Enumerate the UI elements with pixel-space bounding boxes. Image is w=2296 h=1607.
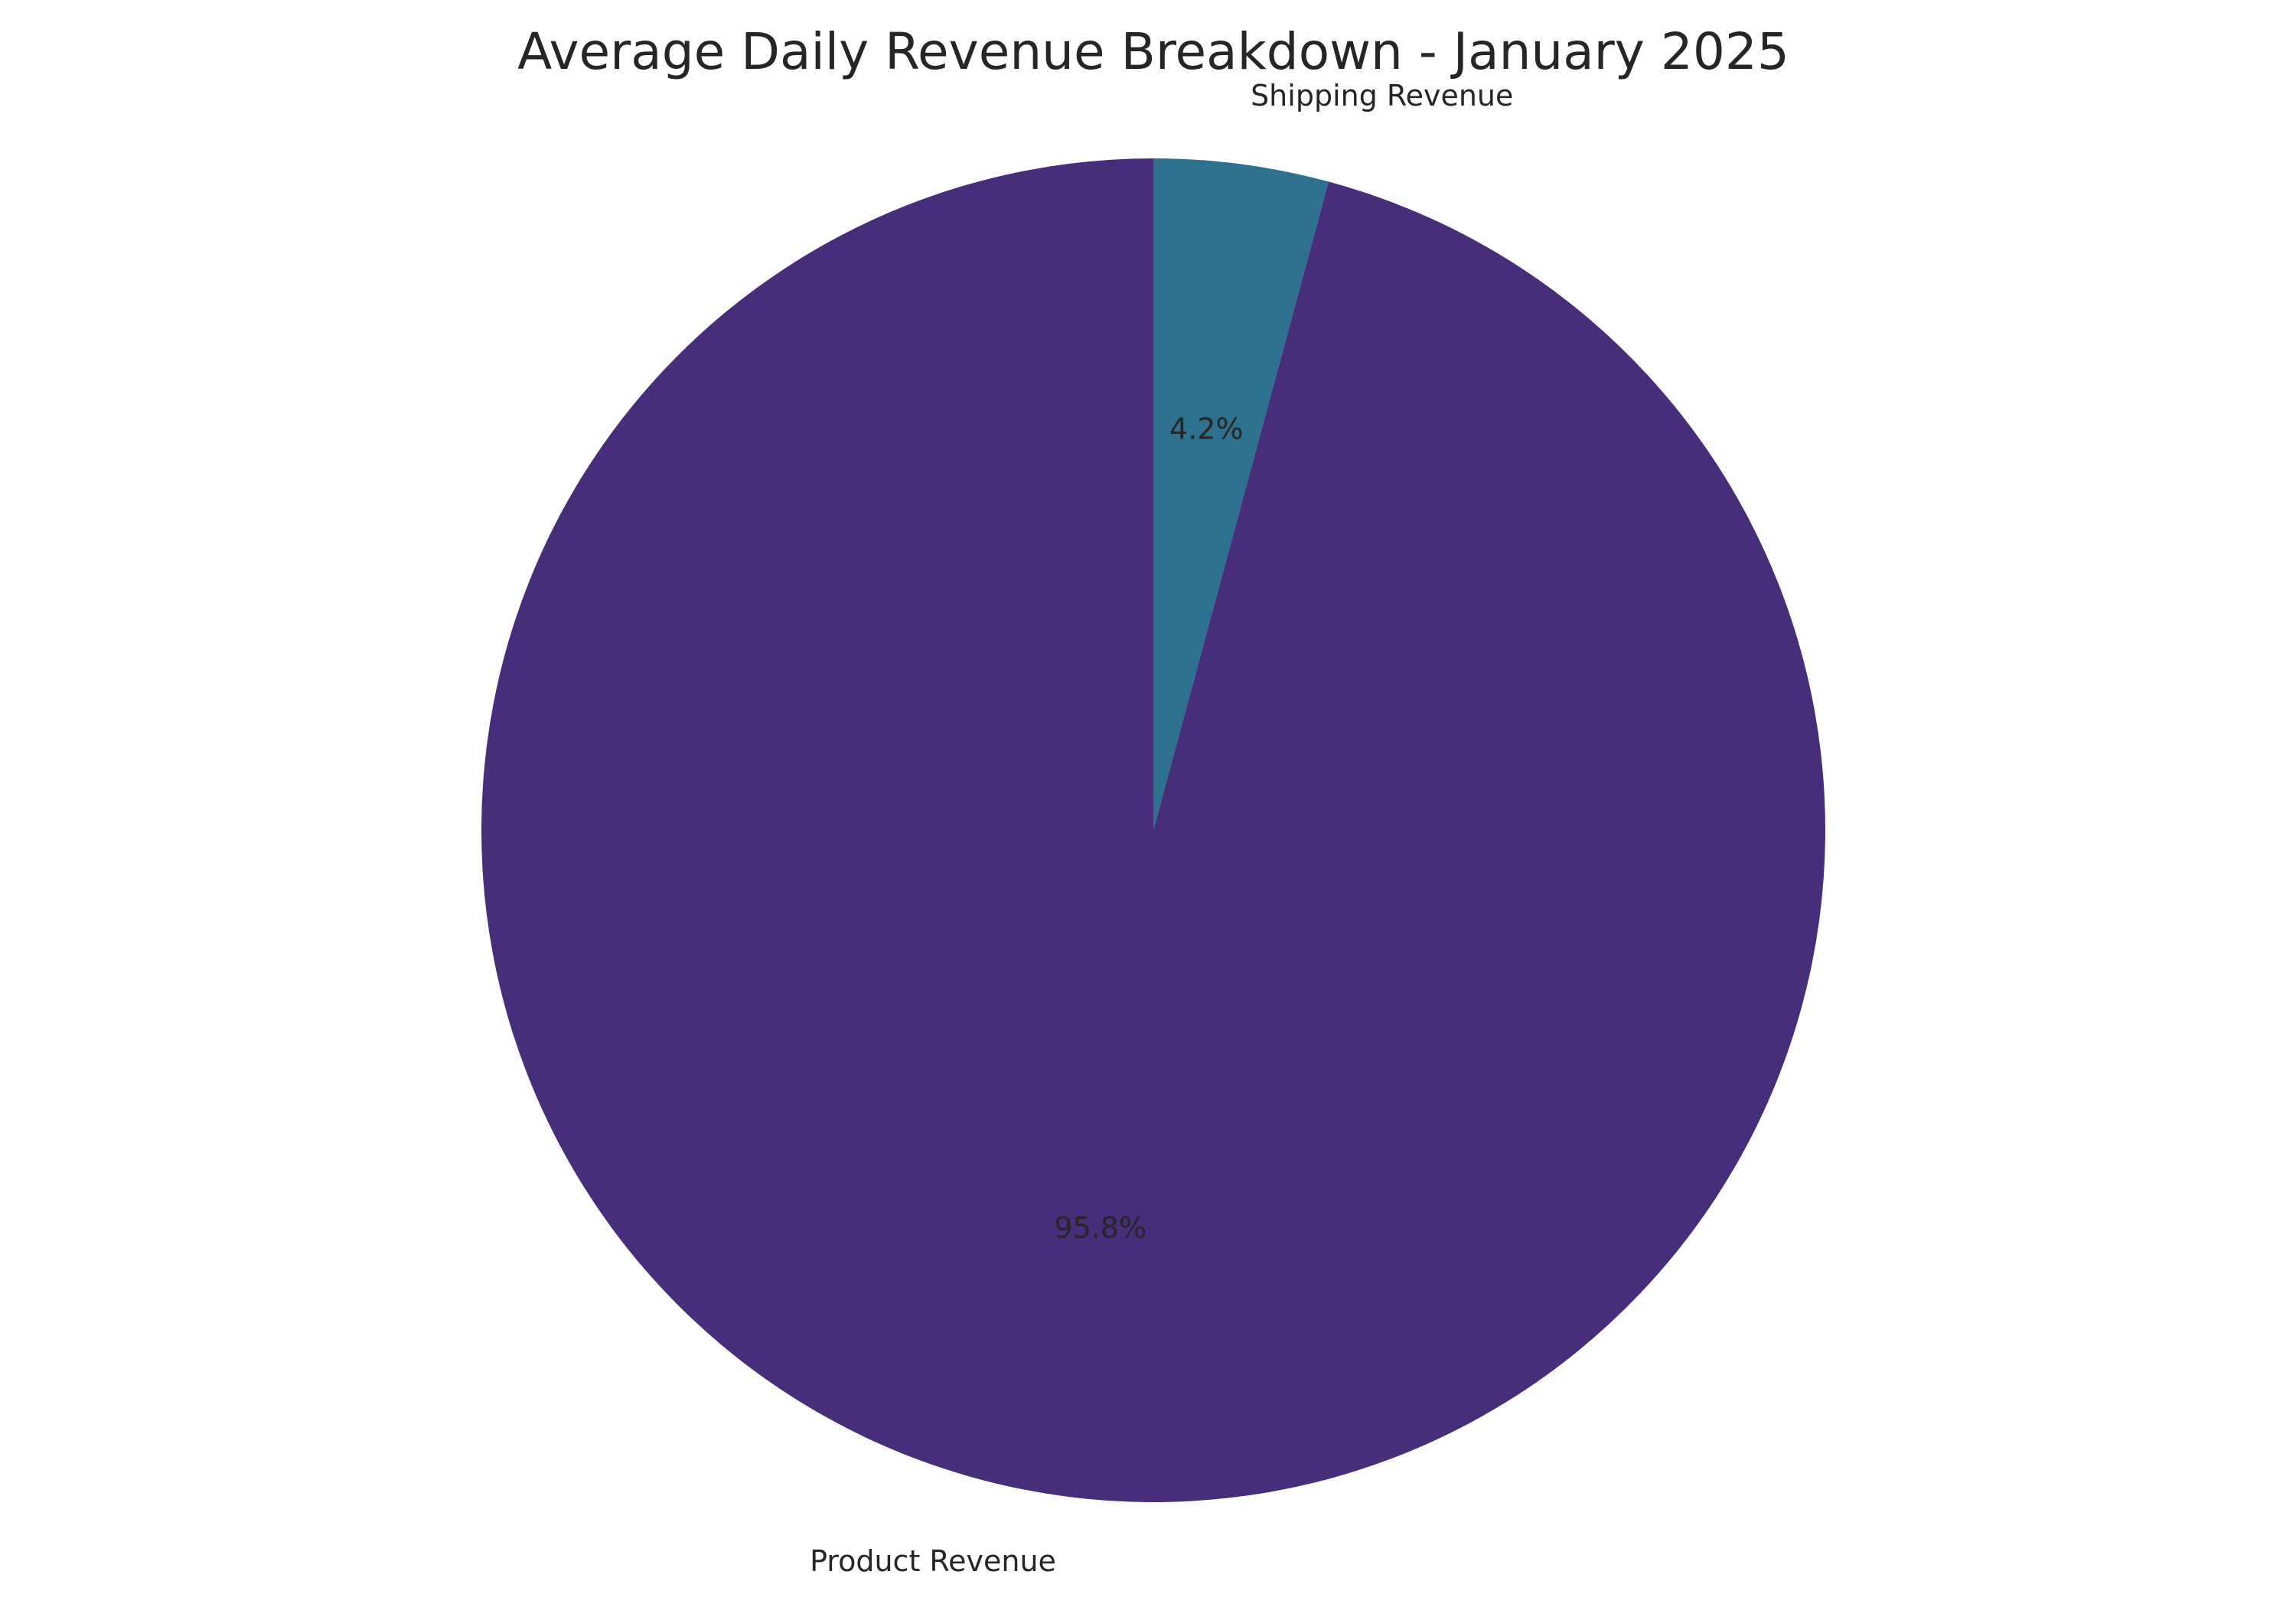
chart-title: Average Daily Revenue Breakdown - Januar… <box>517 22 1789 81</box>
slice-label-product-revenue: Product Revenue <box>810 1544 1056 1578</box>
slice-label-shipping-revenue: Shipping Revenue <box>1251 79 1513 112</box>
pct-label-product-revenue: 95.8% <box>1054 1211 1146 1245</box>
pie-slice-shipping-revenue <box>1153 158 1329 830</box>
pie-labels: 4.2% Shipping Revenue 95.8% Product Revenue <box>810 79 1513 1578</box>
pie-slice-product-revenue <box>481 158 1825 1502</box>
pie-slices <box>481 158 1825 1502</box>
pct-label-shipping-revenue: 4.2% <box>1169 412 1244 445</box>
